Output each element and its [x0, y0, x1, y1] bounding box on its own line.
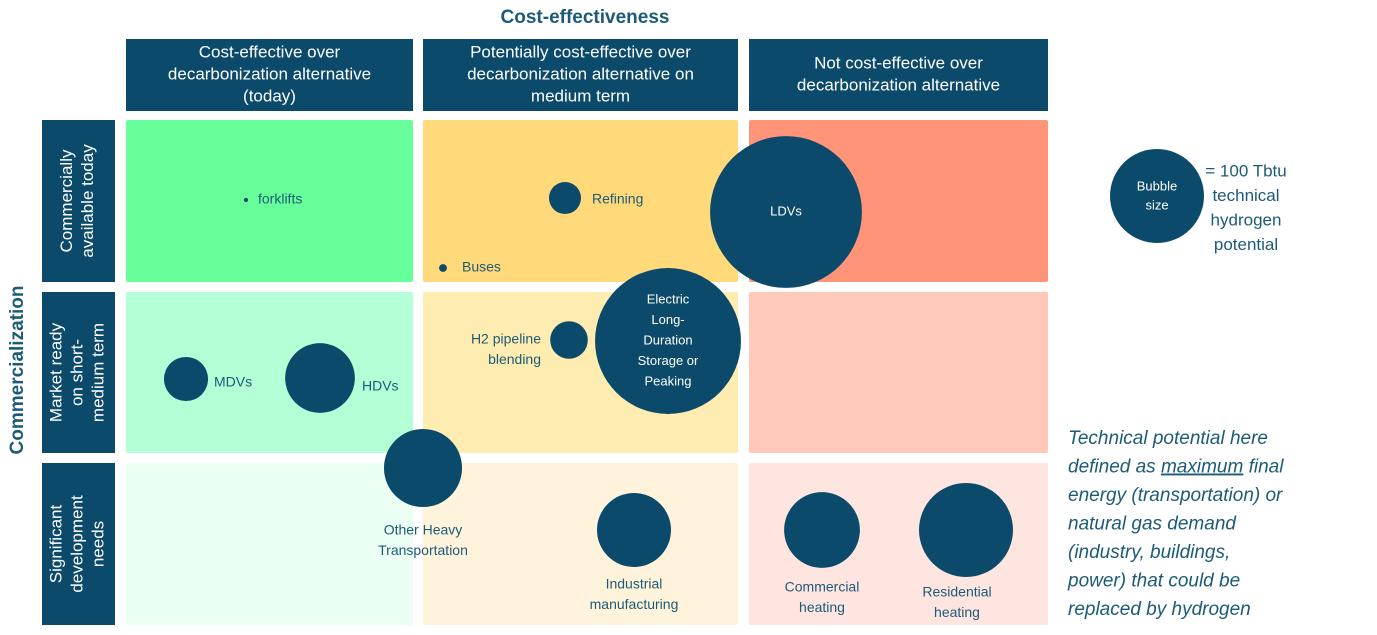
bubble-label: heating: [799, 599, 845, 615]
bubble: [595, 268, 741, 414]
legend-label: potential: [1214, 235, 1278, 254]
note-text: natural gas demand: [1068, 514, 1237, 535]
row-header: [42, 292, 115, 453]
column-header-text: decarbonization alternative: [168, 64, 371, 83]
bubble-label: Transportation: [378, 542, 468, 558]
bubble-label: Duration: [643, 332, 692, 347]
row-header-text: medium term: [88, 323, 107, 422]
bubble-label: H2 pipeline: [471, 331, 541, 347]
row-header-text: development: [67, 495, 86, 593]
bubble: [163, 356, 209, 402]
bubble-label: MDVs: [214, 374, 252, 390]
note-line: natural gas demand: [1068, 514, 1237, 535]
note-text: defined as: [1068, 457, 1161, 478]
legend-label: technical: [1212, 186, 1279, 205]
row-header-text: Significant: [46, 505, 65, 584]
legend-bubble-text: size: [1145, 197, 1168, 212]
legend-bubble: [1110, 149, 1204, 243]
column-header-text: Not cost-effective over: [814, 53, 983, 72]
column-header-text: decarbonization alternative on: [467, 64, 694, 83]
column-header: [423, 39, 738, 111]
note-text: (industry, buildings,: [1068, 542, 1230, 563]
bubble-label: manufacturing: [590, 596, 679, 612]
row-header-text: Market ready: [46, 322, 65, 422]
bubble-label: LDVs: [770, 203, 802, 218]
bubble: [285, 343, 355, 413]
row-header: [42, 463, 115, 625]
column-header: [749, 39, 1048, 111]
legend-label: hydrogen: [1211, 210, 1282, 229]
note-text: Technical potential here: [1068, 428, 1268, 449]
bubble-label: Long-: [651, 312, 684, 327]
cell: [126, 463, 413, 625]
title: Cost-effectiveness: [501, 7, 670, 28]
note-text: final: [1243, 457, 1284, 478]
row-header-text: available today: [78, 144, 97, 258]
bubble: [383, 428, 463, 508]
note-text: replaced by hydrogen: [1068, 599, 1251, 620]
column-header-text: (today): [243, 86, 296, 105]
cell: [126, 292, 413, 453]
column-header-text: Cost-effective over: [199, 42, 341, 61]
row-header-text: needs: [88, 521, 107, 567]
bubble-label: Peaking: [645, 373, 692, 388]
bubble: [548, 181, 582, 215]
legend-bubble-text: Bubble: [1137, 178, 1177, 193]
bubble-label: Electric: [647, 291, 690, 306]
bubble-label: Other Heavy: [384, 522, 463, 538]
row-axis-title: Commercialization: [7, 286, 28, 455]
bubble-label: Industrial: [606, 576, 663, 592]
legend-label: = 100 Tbtu: [1205, 161, 1286, 180]
bubble: [550, 321, 588, 359]
row-header-text: Commercially: [57, 149, 76, 252]
bubble-label: Storage or: [638, 353, 699, 368]
note-line: energy (transportation) or: [1068, 485, 1283, 506]
bubble-label: Commercial: [785, 579, 860, 595]
bubble: [243, 197, 249, 203]
bubble-label: blending: [488, 351, 541, 367]
note-line: defined as maximum final: [1068, 457, 1284, 478]
cell: [126, 120, 413, 282]
bubble: [596, 492, 672, 568]
column-header-text: decarbonization alternative: [797, 75, 1000, 94]
note-text: energy (transportation) or: [1068, 485, 1283, 506]
bubble: [919, 483, 1013, 577]
bubble-label: Refining: [592, 191, 643, 207]
note-line: replaced by hydrogen: [1068, 599, 1251, 620]
bubble-label: heating: [934, 604, 980, 620]
bubble: [710, 136, 862, 288]
note-line: (industry, buildings,: [1068, 542, 1230, 563]
note-line: Technical potential here: [1068, 428, 1268, 449]
bubble: [784, 492, 860, 568]
bubble: [439, 264, 447, 272]
note-text: maximum: [1161, 457, 1243, 478]
cell: [423, 463, 738, 625]
row-header: [42, 120, 115, 282]
note-line: power) that could be: [1067, 571, 1240, 592]
cell: [749, 292, 1048, 453]
column-header-text: Potentially cost-effective over: [470, 42, 691, 61]
bubble-label: Residential: [922, 584, 991, 600]
column-header-text: medium term: [531, 86, 630, 105]
bubble-label: HDVs: [362, 378, 399, 394]
bubble-label: forklifts: [258, 191, 302, 207]
row-header-text: on short-: [67, 339, 86, 406]
note-text: power) that could be: [1067, 571, 1240, 592]
bubble-label: Buses: [462, 259, 501, 275]
column-header: [126, 39, 413, 111]
